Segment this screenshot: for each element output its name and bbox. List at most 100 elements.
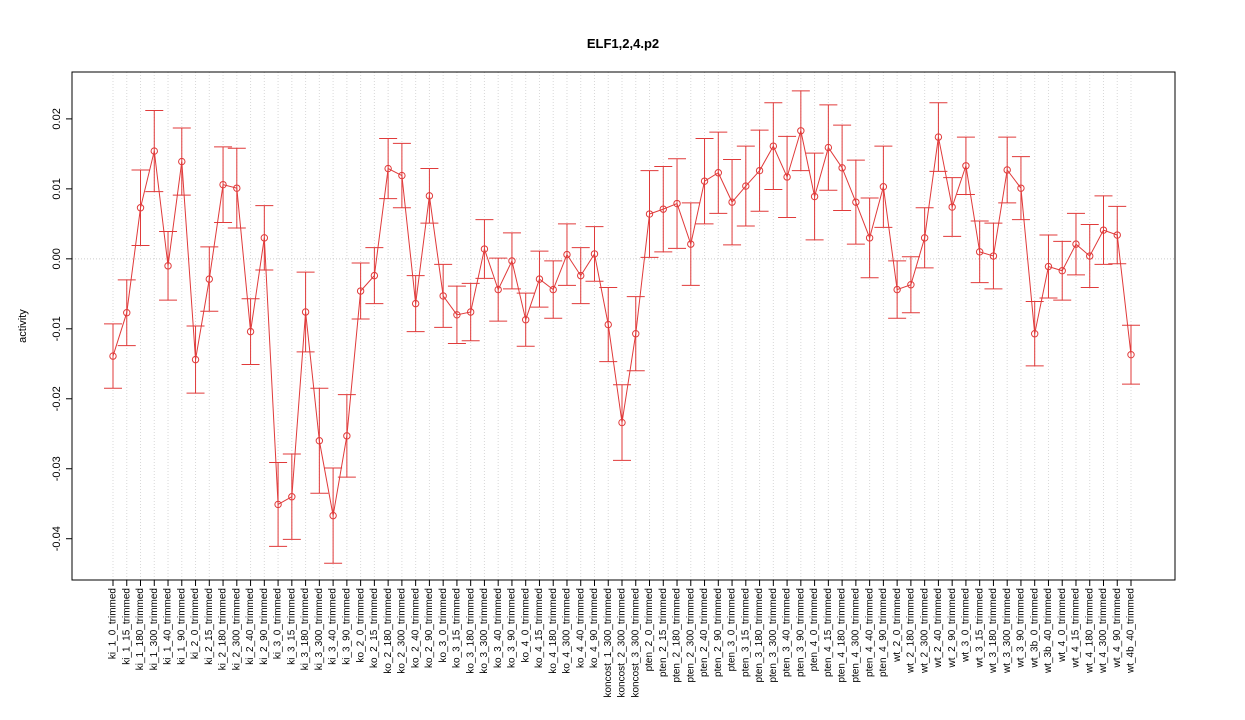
error-bar	[337, 394, 356, 478]
error-bar	[379, 137, 398, 200]
error-bar	[778, 135, 797, 219]
error-bar	[434, 263, 453, 328]
error-bar	[681, 202, 700, 286]
error-bar	[1066, 212, 1085, 276]
error-bar	[241, 298, 260, 365]
data-point	[1072, 240, 1080, 248]
error-bar	[296, 271, 315, 353]
y-tick-label: -0.01	[51, 316, 63, 341]
y-tick-label: -0.04	[51, 526, 63, 551]
error-bar	[654, 165, 673, 253]
error-bar	[1122, 324, 1140, 385]
data-point	[989, 252, 998, 260]
x-tick-label: ki_3_0_trimmed	[273, 588, 284, 659]
data-point	[522, 316, 530, 324]
data-point	[893, 285, 901, 294]
x-tick-label: wt_3_0_trimmed	[961, 588, 972, 663]
error-bar	[833, 124, 852, 212]
x-tick-label: pten_2_300_trimmed	[685, 588, 696, 683]
error-bar	[365, 247, 384, 305]
data-point	[398, 171, 406, 180]
data-point	[219, 180, 227, 189]
error-bar	[200, 246, 219, 312]
x-tick-label: ki_1_0_trimmed	[108, 588, 119, 659]
data-point	[123, 309, 131, 317]
data-point	[783, 173, 791, 181]
error-bar	[736, 145, 755, 227]
data-point	[577, 271, 585, 280]
error-bar	[461, 282, 480, 342]
data-point	[1044, 262, 1053, 271]
error-bar	[324, 467, 343, 564]
data-point	[838, 164, 846, 172]
error-bar	[351, 262, 370, 320]
error-bar	[1039, 234, 1058, 299]
error-bar	[613, 384, 631, 461]
x-tick-label: wt_4_0_trimmed	[1057, 588, 1068, 663]
data-point	[934, 133, 943, 141]
data-point	[343, 432, 351, 440]
x-tick-label: wt_3_300_trimmed	[1002, 588, 1013, 674]
error-bar	[104, 323, 122, 389]
x-tick-label: ko_4_0_trimmed	[520, 588, 531, 662]
data-point	[329, 511, 337, 520]
x-tick-label: pten_2_90_trimmed	[713, 588, 724, 677]
error-bar	[970, 220, 989, 284]
data-point	[1086, 252, 1094, 260]
data-point	[411, 299, 420, 308]
data-point	[769, 142, 778, 150]
x-tick-label: pten_4_15_trimmed	[823, 588, 834, 677]
data-point	[549, 285, 557, 294]
x-tick-label: ko_3_0_trimmed	[438, 588, 449, 662]
error-bar	[475, 219, 494, 279]
data-point	[1127, 350, 1135, 359]
error-bar	[599, 287, 618, 363]
data-point	[563, 250, 571, 259]
x-tick-label: pten_2_180_trimmed	[672, 588, 683, 683]
x-tick-label: pten_3_15_trimmed	[740, 588, 751, 677]
x-tick-label: ki_2_90_trimmed	[259, 588, 270, 665]
error-bar	[1011, 156, 1030, 221]
data-point	[1031, 329, 1039, 338]
data-point	[1099, 226, 1108, 234]
data-point	[1058, 267, 1066, 275]
y-tick-label: 0.01	[51, 178, 63, 199]
x-tick-label: wt_3b_40_trimmed	[1043, 588, 1054, 674]
error-bar	[1094, 195, 1113, 265]
x-tick-label: pten_4_0_trimmed	[809, 588, 820, 671]
error-bar	[956, 136, 975, 195]
data-point	[356, 287, 365, 295]
x-tick-label: wt_4_90_trimmed	[1112, 588, 1123, 668]
x-tick-label: wt_3_180_trimmed	[988, 588, 999, 674]
data-point	[370, 271, 379, 280]
error-bar	[255, 205, 274, 271]
x-tick-label: pten_3_0_trimmed	[727, 588, 738, 671]
error-bar	[1080, 224, 1099, 289]
error-bar	[447, 285, 466, 344]
error-bar	[310, 387, 329, 494]
data-point	[178, 157, 186, 166]
error-bar	[695, 137, 714, 225]
data-point	[797, 127, 805, 135]
error-bar	[131, 169, 150, 247]
x-tick-label: ko_3_180_trimmed	[465, 588, 476, 674]
error-bar	[530, 250, 549, 308]
x-tick-label: pten_2_40_trimmed	[699, 588, 710, 677]
x-tick-label: pten_3_40_trimmed	[782, 588, 793, 677]
x-tick-label: pten_4_300_trimmed	[851, 588, 862, 683]
error-bar	[668, 158, 687, 249]
x-tick-label: wt_2_40_trimmed	[933, 588, 944, 668]
x-tick-label: ko_4_15_trimmed	[534, 588, 545, 668]
data-point	[109, 352, 117, 360]
data-point	[962, 162, 970, 170]
error-bar	[186, 325, 205, 394]
x-tick-label: ko_3_300_trimmed	[479, 588, 490, 674]
x-tick-label: pten_3_300_trimmed	[768, 588, 779, 683]
error-bar	[984, 222, 1003, 290]
error-bar	[1025, 301, 1044, 367]
data-point	[150, 147, 158, 155]
y-tick-label: -0.02	[51, 386, 63, 411]
x-tick-label: ki_3_90_trimmed	[342, 588, 353, 665]
x-tick-label: ki_1_40_trimmed	[163, 588, 174, 665]
x-tick-label: ki_2_300_trimmed	[231, 588, 242, 670]
